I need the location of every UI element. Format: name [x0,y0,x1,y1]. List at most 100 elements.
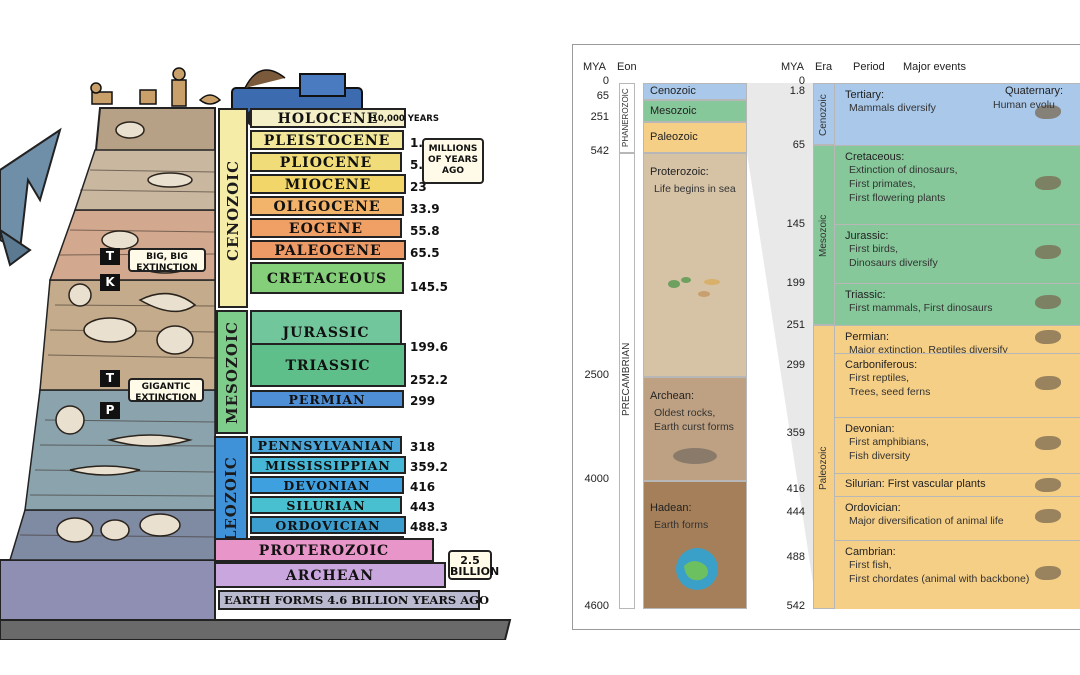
era-paleozoic-label: Paleozoic [818,446,829,490]
tick-left: 4600 [584,600,609,612]
period-band: HOLOCENE [250,108,406,128]
tick-right: 444 [786,506,805,518]
tick-left: 0 [602,75,609,87]
age-label: 488.3 [410,520,448,534]
age-label: 299 [410,394,436,408]
phanerozoic-column: PHANEROZOIC [619,83,635,153]
tick-right: 0 [798,75,805,87]
period-label: ARCHEAN [285,568,375,584]
period-title: Cretaceous: [845,151,905,163]
organism-icon [1035,295,1061,309]
period-band: ARCHEAN [214,562,446,588]
phanerozoic-label: PHANEROZOIC [621,88,630,148]
period-row: Cretaceous: Extinction of dinosaurs, First… [835,145,1080,224]
period-event: Extinction of dinosaurs, [849,164,958,176]
archean-block: Archean: Oldest rocks, Earth curst forms [643,377,747,481]
tick-left: 251 [590,111,609,123]
age-label: 252.2 [410,373,448,387]
tick-right: 251 [786,319,805,331]
period-label: HOLOCENE [277,111,379,127]
period-event: First birds, [849,243,899,255]
era-header: Era [815,61,833,73]
age-label: 33.9 [410,202,440,216]
period-event: First reptiles, [849,372,910,384]
gigantic-extinction-note: GIGANTIC EXTINCTION [128,378,204,403]
tick-right: 542 [786,600,805,612]
period-title: Quaternary: [1005,85,1064,97]
cenozoic-block: Cenozoic [643,83,747,100]
age-label: 65.5 [410,246,440,260]
period-band: ORDOVICIAN [250,516,406,534]
geologic-column-illustration: CENOZOIC MESOZOIC PALEOZOIC HOLOCENE 10,0… [0,40,520,640]
period-label: PERMIAN [288,392,366,407]
precambrian-column: PRECAMBRIAN [619,153,635,609]
era-mesozoic: Mesozoic [813,145,835,325]
period-band: PROTEROZOIC [214,538,434,562]
period-row: Silurian: First vascular plants [835,473,1080,496]
archean-sub2: Earth curst forms [654,421,734,433]
organism-icon [1035,436,1061,450]
tick-right: 1.8 [789,85,805,97]
period-label: EOCENE [288,221,364,237]
organism-icon [1035,105,1061,119]
organism-icon [1035,244,1061,259]
period-row: Carboniferous: First reptiles, Trees, seed… [835,353,1080,417]
hadean-title: Hadean: [650,502,692,514]
pt-boundary-mark-p: P [100,402,120,419]
tick-left: 4000 [584,473,609,485]
period-label: PROTEROZOIC [258,543,390,559]
pterosaur-icon [0,127,62,267]
period-event: First amphibians, [849,436,929,448]
age-label: 145.5 [410,280,448,294]
people-icon [90,67,222,107]
events-header: Major events [903,61,966,73]
period-label: PENNSYLVANIAN [257,438,395,453]
paleozoic-label: Paleozoic [650,131,698,143]
period-title: Triassic: [845,289,886,301]
period-label: OLIGOCENE [273,199,381,215]
mya-header-right: MYA [781,61,805,73]
archean-title: Archean: [650,390,695,402]
tick-right: 359 [786,427,805,439]
period-event: First primates, [849,178,916,190]
period-label: SILURIAN [286,498,366,513]
era-label: CENOZOIC [224,159,242,261]
quaternary-note: Quaternary: Human evolu [993,85,1064,112]
period-label: PALEOCENE [274,243,382,259]
tick-right: 416 [786,483,805,495]
period-label: MISSISSIPPIAN [265,458,391,473]
geologic-time-chart: MYA Eon MYA Era Period Major events 0 65… [572,44,1080,630]
period-row: Jurassic: First birds, Dinosaurs diversify [835,224,1080,283]
organism-icon [1035,175,1061,190]
zoom-connector [747,83,817,609]
period-event: First fish, [849,559,892,571]
period-band: MISSISSIPPIAN [250,456,406,474]
tk-boundary-mark-k: K [100,274,120,291]
period-band: PENNSYLVANIAN [250,436,402,454]
tick-right: 299 [786,359,805,371]
tick-left: 65 [596,90,609,102]
period-label: JURASSIC [282,325,370,341]
era-cenozoic-label: Cenozoic [818,94,829,136]
organism-icon [1035,478,1061,492]
period-row: Tertiary: Mammals diversify [835,83,1080,145]
organism-icon [1035,509,1061,523]
billion-note: 2.5 BILLION [448,550,499,580]
period-band: PALEOCENE [250,240,406,260]
period-band: TRIASSIC [250,343,406,387]
big-extinction-note: BIG, BIG EXTINCTION [128,248,206,273]
period-band: PLEISTOCENE [250,130,404,150]
mesozoic-label: Mesozoic [650,105,697,117]
period-title: Carboniferous: [845,359,918,371]
period-event: First mammals, First dinosaurs [849,302,993,314]
tk-boundary-mark-t: T [100,248,120,265]
organism-icon [1035,330,1061,344]
organism-icon [1035,565,1061,580]
organism-icon [1035,376,1061,390]
tick-right: 65 [792,139,805,151]
period-row: Ordovician: Major diversification of anim… [835,496,1080,540]
period-label: ORDOVICIAN [275,518,381,533]
base-label: EARTH FORMS 4.6 BILLION YEARS AGO [224,593,489,607]
hadean-sub: Earth forms [654,519,709,531]
period-band: OLIGOCENE [250,196,404,216]
